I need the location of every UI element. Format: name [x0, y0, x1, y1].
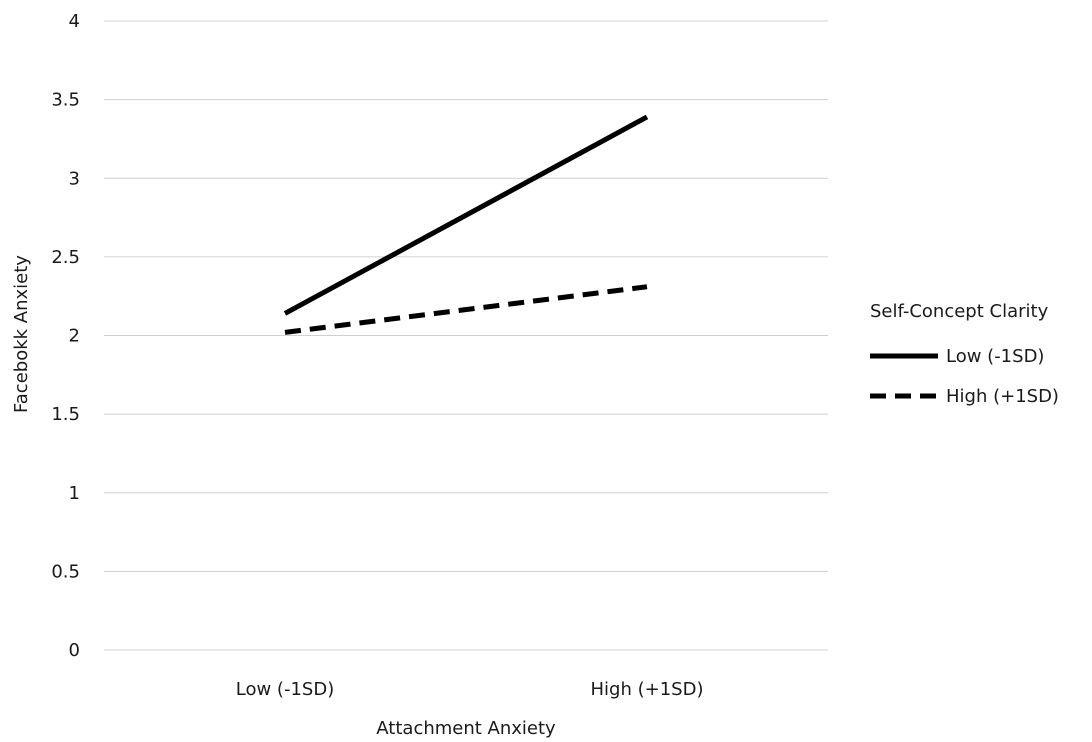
y-tick-label: 1	[69, 483, 80, 504]
legend-label: Low (-1SD)	[946, 346, 1044, 367]
series-line	[283, 114, 649, 316]
y-tick-label: 4	[69, 11, 80, 32]
y-tick-label: 1.5	[51, 404, 80, 425]
gridlines	[104, 20, 828, 651]
x-axis-ticks: Low (-1SD) High (+1SD)	[236, 679, 704, 700]
y-tick-label: 3	[69, 168, 80, 189]
series-line	[284, 284, 648, 335]
y-tick-label: 3.5	[51, 90, 80, 111]
legend-title: Self-Concept Clarity	[870, 301, 1049, 322]
y-tick-label: 2	[69, 326, 80, 347]
x-axis-title: Attachment Anxiety	[376, 718, 556, 739]
y-tick-label: 0	[69, 640, 80, 661]
x-tick-label: High (+1SD)	[591, 679, 704, 700]
y-tick-label: 0.5	[51, 561, 80, 582]
x-tick-label: Low (-1SD)	[236, 679, 334, 700]
y-axis-title: Facebokk Anxiety	[11, 255, 32, 413]
y-axis-ticks: 0 0.5 1 1.5 2 2.5 3 3.5 4	[51, 11, 80, 661]
series-lines	[283, 114, 649, 335]
legend-label: High (+1SD)	[946, 386, 1059, 407]
y-tick-label: 2.5	[51, 247, 80, 268]
legend: Self-Concept Clarity Low (-1SD) High (+1S…	[870, 301, 1059, 407]
